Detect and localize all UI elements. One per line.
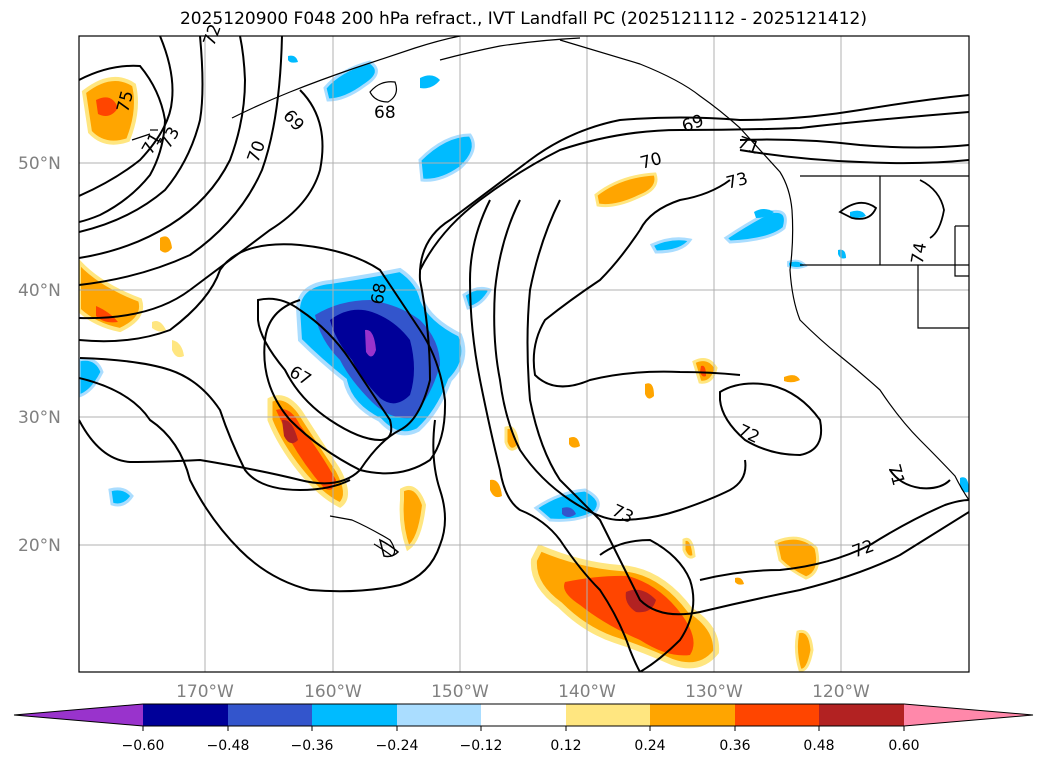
colorbar-bin xyxy=(566,704,650,726)
contour-label: 74 xyxy=(908,241,931,266)
colorbar: −0.60 −0.48 −0.36 −0.24 −0.12 0.12 0.24 … xyxy=(13,703,1034,754)
graticule xyxy=(79,36,969,672)
contour-label: 70 xyxy=(244,138,270,165)
height-contours xyxy=(79,36,969,672)
contour-label: 68 xyxy=(368,281,391,306)
colorbar-tick-label: −0.48 xyxy=(207,738,250,754)
shading-positive xyxy=(79,76,820,672)
map-title: 2025120900 F048 200 hPa refract., IVT La… xyxy=(179,9,867,29)
contour-label: 73 xyxy=(608,501,636,528)
colorbar-tick-label: −0.36 xyxy=(291,738,334,754)
coastlines xyxy=(131,36,969,558)
lon-label-120w: 120°W xyxy=(812,682,870,702)
map-field xyxy=(79,36,969,672)
colorbar-tick-label: −0.24 xyxy=(376,738,419,754)
contour-labels: 75 73 71 72 70 69 68 67 68 70 73 69 71 7… xyxy=(113,22,931,563)
lat-label-30n: 30°N xyxy=(18,408,61,428)
colorbar-tick-label: 0.48 xyxy=(803,738,834,754)
colorbar-bin xyxy=(397,704,481,726)
colorbar-bin xyxy=(735,704,819,726)
map-frame xyxy=(78,35,970,673)
contour-label: 72 xyxy=(200,22,226,49)
colorbar-tick-label: 0.60 xyxy=(888,738,919,754)
lat-label-20n: 20°N xyxy=(18,536,61,556)
contour-label: 69 xyxy=(679,111,706,137)
colorbar-bin xyxy=(312,704,397,726)
lon-label-160w: 160°W xyxy=(304,682,362,702)
contour-label: 69 xyxy=(278,106,307,135)
contour-label: 68 xyxy=(374,103,396,123)
colorbar-bin xyxy=(481,704,566,726)
colorbar-extend-max xyxy=(904,704,1033,726)
colorbar-tick-label: −0.12 xyxy=(460,738,503,754)
lat-label-40n: 40°N xyxy=(18,281,61,301)
contour-label: 73 xyxy=(724,169,750,194)
colorbar-bin xyxy=(228,704,312,726)
colorbar-bin xyxy=(650,704,735,726)
lon-label-140w: 140°W xyxy=(558,682,616,702)
contour-label: 67 xyxy=(286,362,315,390)
colorbar-tick-label: 0.24 xyxy=(634,738,665,754)
colorbar-extend-min xyxy=(14,704,143,726)
colorbar-tick-label: 0.12 xyxy=(550,738,581,754)
colorbar-tick-label: 0.36 xyxy=(719,738,750,754)
colorbar-bin xyxy=(819,704,904,726)
contour-label: 72 xyxy=(850,536,877,562)
colorbar-tick-label: −0.60 xyxy=(122,738,165,754)
shading-negative xyxy=(79,55,969,522)
contour-label: 70 xyxy=(638,149,664,174)
lon-label-150w: 150°W xyxy=(431,682,489,702)
lon-label-170w: 170°W xyxy=(176,682,234,702)
lon-label-130w: 130°W xyxy=(685,682,743,702)
contour-label: 72 xyxy=(734,421,762,448)
colorbar-bin xyxy=(143,704,228,726)
contour-label: 71 xyxy=(735,133,762,159)
lat-label-50n: 50°N xyxy=(18,154,61,174)
